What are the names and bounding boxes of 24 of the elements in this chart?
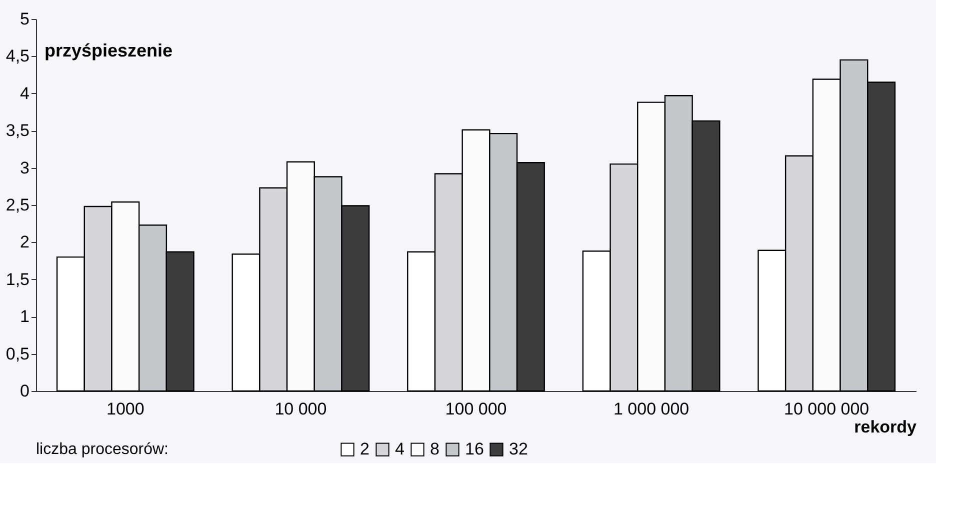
y-tick-label: 2 xyxy=(20,232,30,252)
y-tick-label: 2,5 xyxy=(6,196,30,214)
legend-label: 4 xyxy=(395,440,404,459)
y-tick-label: 1,5 xyxy=(6,270,30,289)
legend-label: 8 xyxy=(430,440,440,459)
legend-title: liczba procesorów: xyxy=(36,441,168,458)
legend-label: 32 xyxy=(509,440,528,459)
x-axis-title: rekordy xyxy=(854,418,918,436)
y-tick-label: 4,5 xyxy=(6,46,30,66)
y-tick-label: 4 xyxy=(20,84,30,103)
y-axis-title: przyśpieszenie xyxy=(44,40,173,60)
y-tick-label: 3 xyxy=(20,158,30,178)
y-tick-label: 1 xyxy=(20,307,30,326)
x-tick-label: 100 000 xyxy=(445,400,507,418)
legend-label: 16 xyxy=(465,440,484,459)
y-tick-label: 3,5 xyxy=(6,121,30,140)
x-tick-label: 10 000 000 xyxy=(784,400,870,418)
x-tick-label: 1 000 000 xyxy=(613,400,690,418)
x-tick-label: 1000 xyxy=(106,400,144,418)
y-tick-label: 0 xyxy=(20,382,30,400)
x-tick-label: 10 000 xyxy=(274,400,327,418)
legend-label: 2 xyxy=(360,440,370,459)
y-tick-label: 0,5 xyxy=(6,344,30,364)
y-tick-label: 5 xyxy=(20,10,30,28)
